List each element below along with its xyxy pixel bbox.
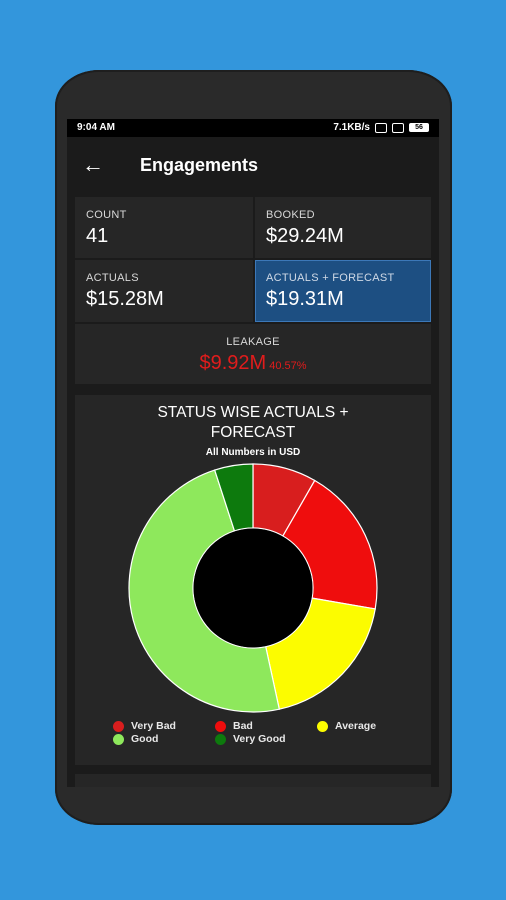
wifi-icon: [392, 122, 404, 133]
status-chart-card: STATUS WISE ACTUALS + FORECAST All Number…: [75, 395, 431, 765]
app-bar: ← Engagements: [67, 137, 439, 195]
actuals-card[interactable]: ACTUALS $15.28M: [75, 260, 253, 322]
legend-label: Very Good: [233, 733, 286, 745]
chart-legend: Very Bad Bad Average Good Very Good: [75, 720, 431, 754]
status-time: 9:04 AM: [77, 122, 115, 133]
legend-dot: [113, 720, 124, 732]
chart-title: STATUS WISE ACTUALS + FORECAST: [157, 404, 349, 441]
legend-dot: [215, 720, 226, 732]
battery-icon: 56: [409, 123, 429, 132]
actuals-forecast-value: $19.31M: [266, 288, 344, 310]
leakage-card[interactable]: LEAKAGE $9.92M 40.57%: [75, 324, 431, 384]
donut-chart: [128, 463, 378, 713]
leakage-value: $9.92M: [199, 352, 267, 374]
next-card: [75, 774, 431, 787]
legend-label: Very Bad: [131, 720, 176, 732]
booked-card[interactable]: BOOKED $29.24M: [255, 197, 431, 258]
legend-item-good[interactable]: Good: [113, 733, 158, 745]
actuals-value: $15.28M: [86, 288, 164, 310]
network-speed: 7.1KB/s: [333, 122, 370, 133]
donut-hole: [193, 528, 313, 648]
slice-very-good[interactable]: [213, 463, 254, 532]
arrow-left-icon[interactable]: ←: [82, 152, 104, 177]
booked-value: $29.24M: [266, 225, 344, 247]
count-value: 41: [86, 225, 109, 247]
signal-icon: [375, 122, 387, 133]
count-label: COUNT: [86, 209, 127, 221]
legend-label: Good: [131, 733, 159, 745]
legend-dot: [317, 720, 328, 732]
legend-item-bad[interactable]: Bad: [215, 720, 253, 732]
slice-good[interactable]: [128, 469, 281, 713]
count-card[interactable]: COUNT 41: [75, 197, 253, 258]
slice-bad[interactable]: [282, 479, 378, 610]
actuals-forecast-label: ACTUALS + FORECAST: [266, 272, 395, 284]
status-icons: 7.1KB/s 56: [333, 122, 429, 133]
legend-item-average[interactable]: Average: [317, 720, 376, 732]
legend-dot: [113, 733, 124, 745]
booked-label: BOOKED: [266, 209, 315, 221]
page-title: Engagements: [140, 155, 259, 175]
leakage-percent: 40.57%: [269, 360, 307, 372]
actuals-label: ACTUALS: [86, 272, 139, 284]
legend-item-very-bad[interactable]: Very Bad: [113, 720, 176, 732]
legend-dot: [215, 733, 226, 745]
legend-label: Average: [335, 720, 377, 732]
actuals-forecast-card[interactable]: ACTUALS + FORECAST $19.31M: [255, 260, 431, 322]
legend-item-very-good[interactable]: Very Good: [215, 733, 286, 745]
status-bar: 9:04 AM 7.1KB/s 56: [67, 119, 439, 137]
legend-label: Bad: [233, 720, 253, 732]
leakage-row: $9.92M 40.57%: [75, 352, 431, 375]
chart-subtitle: All Numbers in USD: [205, 447, 301, 458]
leakage-label: LEAKAGE: [226, 336, 280, 348]
app-screen: 9:04 AM 7.1KB/s 56 ← Engagements COUNT 4…: [67, 119, 439, 787]
